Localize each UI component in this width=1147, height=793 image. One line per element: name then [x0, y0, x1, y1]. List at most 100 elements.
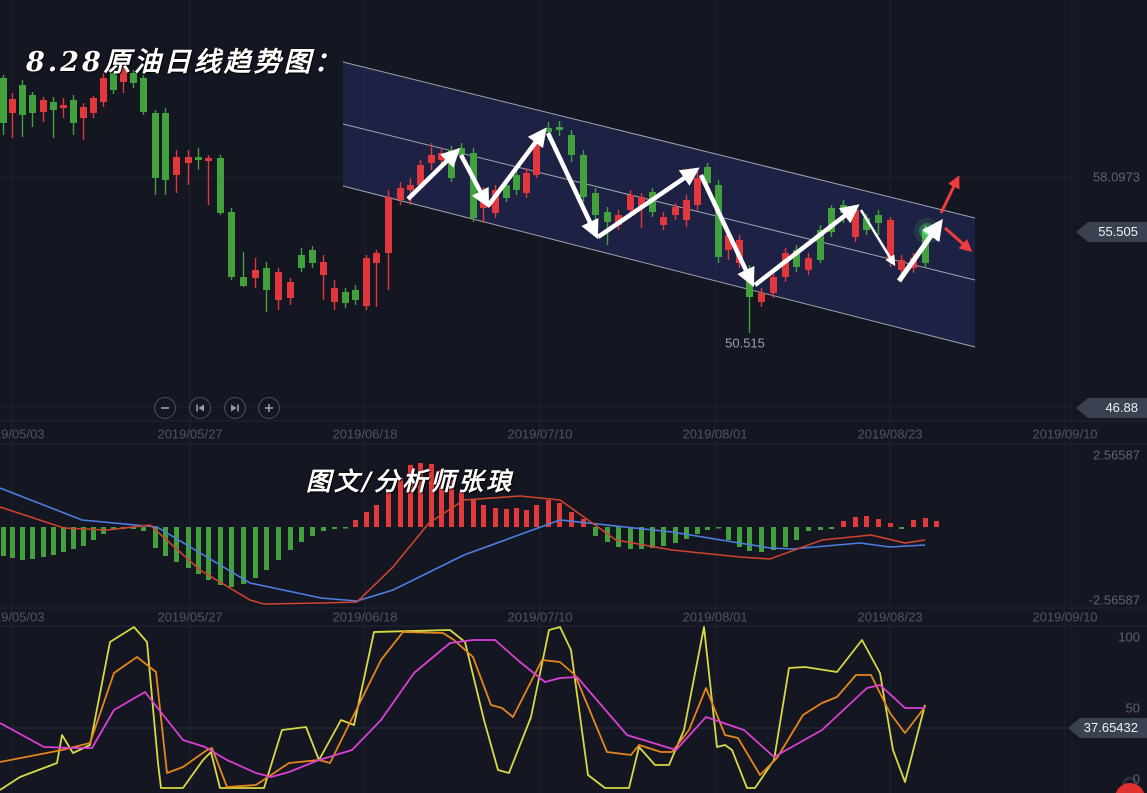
macd-histogram-bar: [386, 492, 391, 527]
candle-body: [120, 68, 127, 82]
candle-body: [887, 220, 894, 260]
candle-body: [805, 258, 812, 270]
swing-low-price-label: 50.515: [725, 335, 765, 351]
candle-body: [470, 153, 477, 218]
candle-body: [195, 157, 202, 160]
date-tick-label: 2019/08/01: [682, 426, 748, 442]
macd-histogram-bar: [876, 519, 881, 527]
macd-histogram-bar: [650, 527, 655, 548]
candle-body: [428, 155, 435, 163]
candle-body: [140, 78, 147, 112]
candle-body: [40, 100, 47, 112]
macd-histogram-bar: [10, 527, 15, 558]
stoch-j-line: [0, 639, 925, 778]
candle-body: [29, 95, 36, 113]
date-tick-label: 2019/06/18: [332, 609, 398, 625]
candle-body: [352, 290, 359, 300]
macd-histogram-bar: [288, 527, 293, 550]
macd-histogram-bar: [459, 492, 464, 527]
macd-histogram-bar: [439, 470, 444, 527]
macd-histogram-bar: [408, 465, 413, 527]
date-tick-label: 2019/05/03: [0, 609, 45, 625]
candle-body: [407, 185, 414, 190]
candle-body: [828, 208, 835, 232]
candle-body: [309, 250, 316, 263]
zigzag-arrow: [406, 147, 461, 201]
candle-body: [263, 268, 270, 290]
macd-histogram-bar: [374, 505, 379, 527]
candle-body: [556, 127, 563, 130]
macd-histogram-bar: [449, 480, 454, 527]
chart-title: 8.28原油日线趋势图：: [26, 47, 344, 78]
candle-body: [852, 210, 859, 237]
macd-histogram-bar: [899, 527, 904, 529]
date-tick-label: 2019/08/23: [857, 426, 923, 442]
candle-body: [9, 99, 16, 113]
macd-histogram-bar: [174, 527, 179, 562]
candle-body: [19, 85, 26, 115]
macd-histogram-bar: [853, 517, 858, 527]
zigzag-arrow: [545, 132, 599, 240]
candle-body: [252, 270, 259, 278]
macd-histogram-bar: [471, 500, 476, 527]
date-tick-label: 2019/09/10: [1032, 609, 1098, 625]
candle-body: [568, 135, 575, 155]
candle-body: [694, 178, 701, 205]
candle-body: [704, 167, 711, 183]
candle-body: [60, 105, 67, 108]
macd-histogram-bar: [51, 527, 56, 555]
macd-histogram-bar: [163, 527, 168, 556]
date-tick-label: 2019/05/03: [0, 426, 45, 442]
macd-histogram-bar: [534, 505, 539, 527]
macd-histogram-bar: [1, 527, 6, 556]
macd-histogram-bar: [218, 527, 223, 585]
macd-histogram-bar: [705, 527, 710, 530]
macd-dea-line: [0, 495, 926, 605]
stoch-d-line: [0, 631, 926, 788]
macd-histogram-bar: [684, 527, 689, 539]
macd-histogram-bar: [934, 521, 939, 527]
price-axis-label: 58.0973: [1093, 169, 1140, 185]
candle-body: [533, 137, 540, 175]
candle-body: [0, 78, 7, 123]
macd-histogram-bar: [864, 516, 869, 527]
candle-body: [173, 157, 180, 175]
skip-back-button[interactable]: [189, 397, 211, 419]
zigzag-arrow: [486, 127, 547, 208]
macd-histogram-bar: [661, 527, 666, 546]
macd-histogram-bar: [276, 527, 281, 560]
skip-forward-button[interactable]: [224, 397, 246, 419]
skip-back-icon: [194, 402, 206, 414]
forecast-arrow: [944, 226, 973, 252]
candle-body: [363, 258, 370, 306]
candle-body: [503, 185, 510, 198]
candle-body: [90, 98, 97, 113]
date-tick-label: 2019/05/27: [157, 609, 223, 625]
macd-histogram-bar: [481, 505, 486, 527]
candle-body: [725, 235, 732, 250]
candle-body: [240, 277, 247, 286]
zoom-out-button[interactable]: [154, 397, 176, 419]
candle-body: [580, 155, 587, 197]
candle-body: [331, 288, 338, 302]
candle-body: [545, 128, 552, 132]
trend-channel-fill: [343, 62, 975, 347]
trend-channel-line: [342, 61, 976, 219]
macd-histogram-bar: [673, 527, 678, 543]
macd-histogram-bar: [794, 527, 799, 540]
price-badge: 55.505: [1076, 222, 1147, 242]
price-badge: 46.88: [1076, 398, 1147, 418]
candle-body: [715, 185, 722, 257]
candle-body: [130, 73, 137, 83]
candle-body: [513, 175, 520, 190]
macd-histogram-bar: [557, 503, 562, 527]
candle-body: [385, 197, 392, 253]
macd-histogram-bar: [206, 527, 211, 580]
trend-channel-line: [342, 185, 976, 348]
zoom-in-button[interactable]: [258, 397, 280, 419]
candle-body: [523, 173, 530, 193]
zigzag-arrow: [896, 218, 943, 283]
candle-body: [875, 215, 882, 223]
